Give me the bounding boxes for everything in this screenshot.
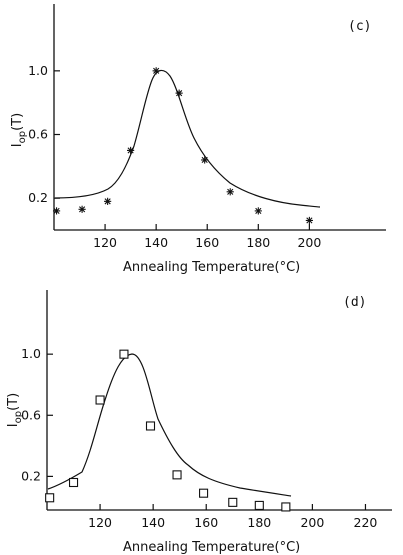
panel-c-data-point xyxy=(127,146,135,155)
panel-c-data-point xyxy=(175,89,183,97)
panel-c-data-point xyxy=(152,67,160,75)
panel-d-data-point xyxy=(281,502,291,512)
panel-c-data-point xyxy=(226,188,234,196)
panel-d-ylabel-tail: (T) xyxy=(6,393,21,411)
panel-d-points xyxy=(45,349,291,512)
panel-d-data-point xyxy=(68,477,79,488)
panel-d-data-point xyxy=(95,395,105,405)
panel-c-ylabel-main: I xyxy=(10,143,25,147)
panel-c-data-point xyxy=(78,205,86,213)
panel-d-x-tick-label: 120 xyxy=(88,515,112,530)
panel-d-y-tick-label: 0.2 xyxy=(21,468,41,483)
panel-c-data-point xyxy=(305,216,313,225)
panel-d-ylabel-sub: op xyxy=(13,411,24,423)
panel-c-y-axis-title: Iop(T) xyxy=(10,113,28,147)
panel-d-data-point xyxy=(199,488,209,498)
panel-d-ticks: 120 140 160 180 200 220 0.2 0.6 1.0 xyxy=(21,346,377,530)
panel-c-x-axis-title: Annealing Temperature(°C) xyxy=(123,260,300,275)
panel-c-x-tick-label: 180 xyxy=(246,235,270,250)
panel-c-x-tick-label: 160 xyxy=(195,235,219,250)
panel-c-data-point xyxy=(52,207,61,215)
panel-c: (c) 120 140 160 180 200 0.2 0.6 1.0 Iop(T) Anne… xyxy=(10,4,386,275)
panel-c-points xyxy=(52,67,313,225)
panel-d-data-point xyxy=(145,421,156,431)
panel-d-label: (d) xyxy=(343,295,366,310)
panel-c-data-point xyxy=(104,197,112,205)
panel-d-ylabel-main: I xyxy=(6,423,21,427)
panel-d-fit-curve xyxy=(47,353,292,497)
panel-c-y-tick-label: 0.2 xyxy=(28,190,48,205)
panel-d-x-tick-label: 220 xyxy=(354,515,378,530)
panel-c-label: (c) xyxy=(348,19,371,34)
panel-d-data-point xyxy=(172,470,182,480)
panel-d-data-point xyxy=(45,493,55,503)
panel-c-ylabel-tail: (T) xyxy=(10,113,25,131)
panel-c-y-tick-label: 0.6 xyxy=(28,127,48,142)
panel-d: (d) 120 140 160 180 200 220 0.2 0.6 1.0 Iop(T) A… xyxy=(6,290,392,555)
panel-d-x-tick-label: 180 xyxy=(247,515,271,530)
panel-c-y-tick-label: 1.0 xyxy=(28,63,48,78)
panel-c-data-point xyxy=(254,207,262,215)
panel-c-x-tick-label: 140 xyxy=(144,235,168,250)
panel-c-x-tick-label: 120 xyxy=(93,235,117,250)
panel-d-data-point xyxy=(228,497,238,507)
panel-d-x-tick-label: 160 xyxy=(194,515,218,530)
panel-d-x-tick-label: 200 xyxy=(300,515,324,530)
panel-c-x-tick-label: 200 xyxy=(297,235,321,250)
panel-d-data-point xyxy=(119,349,129,359)
panel-c-fit-curve xyxy=(54,69,321,208)
panel-c-data-point xyxy=(201,156,209,164)
panel-d-x-axis-title: Annealing Temperature(°C) xyxy=(123,540,300,555)
panel-d-data-point xyxy=(254,500,264,510)
panel-d-y-axis-title: Iop(T) xyxy=(6,393,24,427)
panel-d-x-tick-label: 140 xyxy=(141,515,165,530)
panel-c-ticks: 120 140 160 180 200 0.2 0.6 1.0 xyxy=(28,63,321,250)
panel-c-ylabel-sub: op xyxy=(17,131,28,143)
panel-d-y-tick-label: 0.6 xyxy=(21,407,41,422)
panel-d-y-tick-label: 1.0 xyxy=(21,346,41,361)
